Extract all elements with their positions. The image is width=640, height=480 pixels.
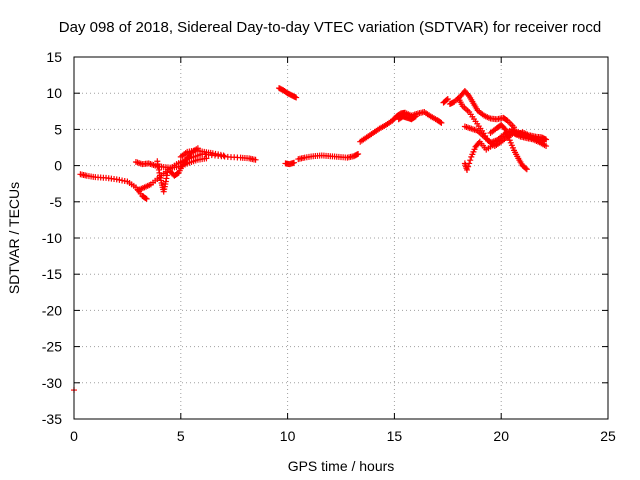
data-point-s16 [502,126,509,133]
axis-ticks [73,56,609,420]
data-point-s16 [523,166,530,173]
data-point-s16 [504,131,511,138]
chart-title: Day 098 of 2018, Sidereal Day-to-day VTE… [59,19,601,36]
data-point-s01 [142,195,149,202]
x-tick-label: 10 [280,428,296,444]
data-point-s10 [437,119,444,126]
plot-frame [73,56,609,420]
y-tick-label: -20 [42,302,62,318]
data-points [71,85,550,394]
data-point-s16 [501,125,508,132]
x-tick-label: 15 [387,428,403,444]
data-point-s12 [465,91,472,98]
y-tick-label: -15 [42,266,62,282]
data-point-s18 [443,96,450,103]
data-point-s02 [252,156,259,163]
data-point-s11 [412,113,419,120]
y-tick-label: -30 [42,375,62,391]
x-tick-label: 20 [493,428,509,444]
y-tick-label: -35 [42,411,62,427]
data-point-s15 [467,157,474,164]
data-point-s16 [503,129,510,136]
y-tick-label: 0 [54,158,62,174]
data-point-s06 [220,152,227,159]
data-point-s15 [465,163,472,170]
y-tick-label: -5 [50,194,63,210]
data-point-s09 [355,151,362,158]
y-tick-label: -10 [42,230,62,246]
data-point-s15 [475,139,482,146]
x-tick-label: 5 [177,428,185,444]
data-point-s10 [438,119,445,126]
y-axis-label: SDTVAR / TECUs [6,182,22,294]
data-point-s07 [293,94,300,101]
data-point-s01 [143,195,150,202]
tick-labels: 0 5 10 15 20 25 15 10 5 0 -5 -10 -15 -20 -25 -30 -35 [42,49,616,444]
data-point-s18 [444,95,451,102]
data-point-s17 [540,137,547,144]
data-point-s16 [522,165,529,172]
data-point-s15 [464,166,471,173]
data-point-s15 [466,160,473,167]
data-point-s03 [203,155,210,162]
x-tick-label: 0 [70,428,78,444]
y-tick-label: -25 [42,339,62,355]
y-tick-label: 15 [46,49,62,65]
x-tick-label: 25 [600,428,616,444]
y-tick-label: 10 [46,85,62,101]
y-tick-label: 5 [54,121,62,137]
data-point-s08 [291,159,298,166]
x-axis-label: GPS time / hours [288,458,395,474]
data-point-s13 [543,143,550,150]
data-point-s16 [505,134,512,141]
data-point-s11 [411,114,418,121]
data-point-s15 [491,140,498,147]
